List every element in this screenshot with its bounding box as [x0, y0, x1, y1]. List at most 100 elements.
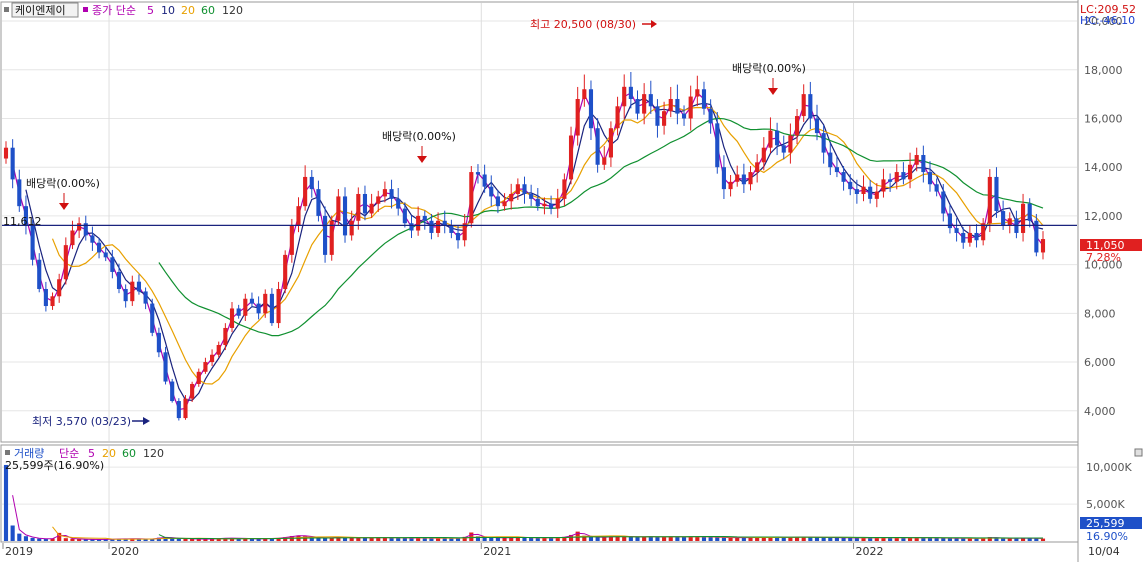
- volume-bar: [429, 538, 434, 541]
- volume-bar: [947, 538, 952, 541]
- volume-bar: [455, 538, 461, 541]
- stock-name-box[interactable]: [11, 2, 79, 18]
- volume-bar: [814, 537, 820, 541]
- candle-body: [761, 147, 766, 163]
- volume-bar: [535, 537, 540, 541]
- candle-body: [748, 172, 753, 185]
- candle-body: [755, 162, 760, 173]
- candle-body: [455, 232, 461, 241]
- dividend-marker-2022: [768, 78, 778, 95]
- volume-bar: [475, 536, 481, 541]
- panel-size-button[interactable]: [1134, 448, 1143, 457]
- candle-body: [17, 179, 22, 207]
- candle-body: [622, 86, 627, 107]
- volume-bar: [1020, 538, 1026, 541]
- volume-ma-60: 60: [122, 447, 136, 460]
- volume-bar: [755, 537, 760, 541]
- volume-bar: [283, 537, 288, 541]
- candle-body: [276, 288, 281, 324]
- lc-label: LC:209.52: [1080, 3, 1136, 16]
- volume-bar: [1014, 538, 1019, 541]
- volume-bar: [781, 537, 786, 541]
- volume-ma60-line: [158, 534, 1043, 540]
- candle-body: [63, 245, 68, 280]
- volume-bar: [562, 536, 567, 541]
- candle-body: [715, 123, 720, 168]
- candle-body: [1040, 239, 1046, 253]
- volume-bar: [10, 525, 15, 541]
- volume-bar: [57, 532, 62, 541]
- candle-body: [954, 228, 959, 233]
- volume-bar: [888, 537, 893, 541]
- price-tick-label: 20,000: [1084, 15, 1123, 28]
- price-tick-label: 10,000: [1084, 259, 1123, 272]
- candle-body: [309, 176, 314, 190]
- volume-bar: [721, 537, 726, 541]
- volume-bar: [469, 532, 474, 541]
- candle-body: [283, 254, 288, 289]
- dividend-label-2022: 배당락(0.00%): [732, 62, 806, 75]
- year-label: 2021: [483, 545, 511, 558]
- volume-bar: [961, 538, 966, 541]
- volume-bar: [775, 537, 780, 541]
- volume-bar: [615, 536, 620, 541]
- candle-body: [788, 135, 793, 153]
- candle-body: [509, 193, 514, 202]
- candle-body: [329, 220, 334, 255]
- candle-body: [768, 130, 773, 148]
- volume-bar: [362, 537, 368, 541]
- volume-bar: [489, 537, 494, 541]
- candle-body: [907, 164, 913, 180]
- candle-body: [30, 225, 35, 260]
- reference-price-label: 11,612: [3, 215, 42, 228]
- candle-body: [608, 128, 613, 158]
- volume-ma-120: 120: [143, 447, 164, 460]
- candle-body: [37, 259, 42, 289]
- price-gridlines: [2, 20, 1077, 412]
- candle-body: [695, 89, 700, 97]
- candle-body: [289, 225, 294, 255]
- volume-bar: [681, 537, 687, 541]
- volume-bar: [828, 537, 833, 541]
- volume-bar: [648, 536, 653, 541]
- candle-body: [994, 176, 999, 212]
- candle-body: [190, 383, 195, 399]
- volume-bar: [216, 538, 221, 541]
- candle-body: [602, 157, 607, 165]
- stock-name[interactable]: 케이엔제이: [15, 4, 66, 17]
- volume-bar: [442, 538, 447, 541]
- volume-bar: [63, 538, 68, 541]
- volume-bar: [462, 536, 467, 541]
- volume-bar: [675, 536, 680, 541]
- volume-bar: [170, 538, 175, 541]
- volume-bar: [974, 538, 979, 541]
- volume-bar: [914, 537, 919, 541]
- volume-bar: [502, 537, 507, 541]
- candle-body: [77, 223, 82, 231]
- volume-bar: [249, 538, 255, 541]
- candle-body: [961, 232, 966, 243]
- candle-body: [442, 220, 447, 226]
- ma-legend-60: 60: [201, 4, 215, 17]
- volume-bar: [449, 538, 454, 541]
- volume-bar: [874, 537, 879, 541]
- time-axis-labels: 2019 2020 2021 2022 10/04: [2, 543, 1120, 558]
- candle-body: [342, 196, 348, 236]
- price-tick-label: 16,000: [1084, 112, 1123, 125]
- candle-body: [269, 293, 274, 324]
- volume-bar: [941, 538, 946, 541]
- volume-bar: [668, 536, 673, 541]
- volume-bar: [50, 538, 55, 541]
- volume-bar: [70, 538, 75, 541]
- candle-body: [123, 288, 128, 302]
- candle-body: [582, 89, 587, 99]
- price-tick-label: 12,000: [1084, 210, 1123, 223]
- volume-legend-marker: [5, 450, 10, 455]
- candle-body: [735, 174, 740, 182]
- volume-bar: [549, 537, 554, 541]
- volume-bar: [588, 536, 594, 541]
- candle-body: [861, 186, 866, 194]
- ma60-line: [158, 117, 1044, 337]
- volume-ma-title: 단순: [59, 447, 79, 460]
